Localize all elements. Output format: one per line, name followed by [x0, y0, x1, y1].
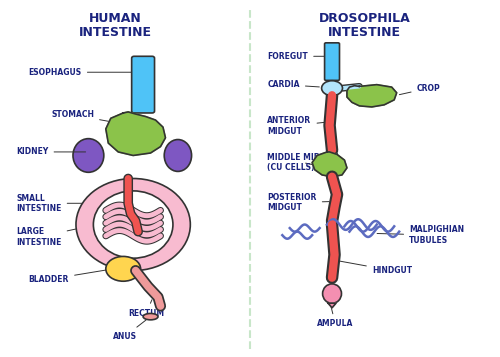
Ellipse shape: [73, 139, 104, 172]
Text: CARDIA: CARDIA: [268, 80, 320, 89]
Ellipse shape: [322, 284, 342, 303]
Text: HUMAN
INTESTINE: HUMAN INTESTINE: [79, 12, 152, 39]
Ellipse shape: [94, 191, 173, 258]
Ellipse shape: [106, 256, 140, 281]
Text: ANTERIOR
MIDGUT: ANTERIOR MIDGUT: [268, 116, 327, 136]
FancyBboxPatch shape: [324, 43, 340, 80]
Text: CROP: CROP: [400, 84, 440, 95]
Text: DROSOPHILA
INTESTINE: DROSOPHILA INTESTINE: [318, 12, 410, 39]
Ellipse shape: [164, 140, 192, 171]
Text: RECTUM: RECTUM: [128, 300, 164, 318]
Text: ESOPHAGUS: ESOPHAGUS: [28, 68, 133, 77]
Text: MALPIGHIAN
TUBULES: MALPIGHIAN TUBULES: [377, 226, 464, 245]
Polygon shape: [347, 85, 397, 107]
Text: BLADDER: BLADDER: [28, 269, 110, 284]
Ellipse shape: [76, 178, 190, 271]
Text: MIDDLE MIDGUT
(CU CELLS): MIDDLE MIDGUT (CU CELLS): [268, 153, 338, 172]
Text: HINDGUT: HINDGUT: [336, 261, 412, 275]
Text: KIDNEY: KIDNEY: [16, 147, 86, 156]
Text: FOREGUT: FOREGUT: [268, 52, 326, 61]
Ellipse shape: [143, 313, 158, 320]
Polygon shape: [328, 303, 336, 308]
Polygon shape: [106, 112, 166, 156]
Text: AMPULA: AMPULA: [317, 303, 354, 328]
FancyBboxPatch shape: [132, 56, 154, 113]
Ellipse shape: [322, 81, 342, 96]
Text: ANUS: ANUS: [114, 320, 146, 341]
Text: SMALL
INTESTINE: SMALL INTESTINE: [16, 193, 103, 213]
Polygon shape: [312, 152, 347, 177]
Text: LARGE
INTESTINE: LARGE INTESTINE: [16, 227, 86, 247]
Text: POSTERIOR
MIDGUT: POSTERIOR MIDGUT: [268, 193, 330, 212]
Text: STOMACH: STOMACH: [51, 110, 128, 125]
